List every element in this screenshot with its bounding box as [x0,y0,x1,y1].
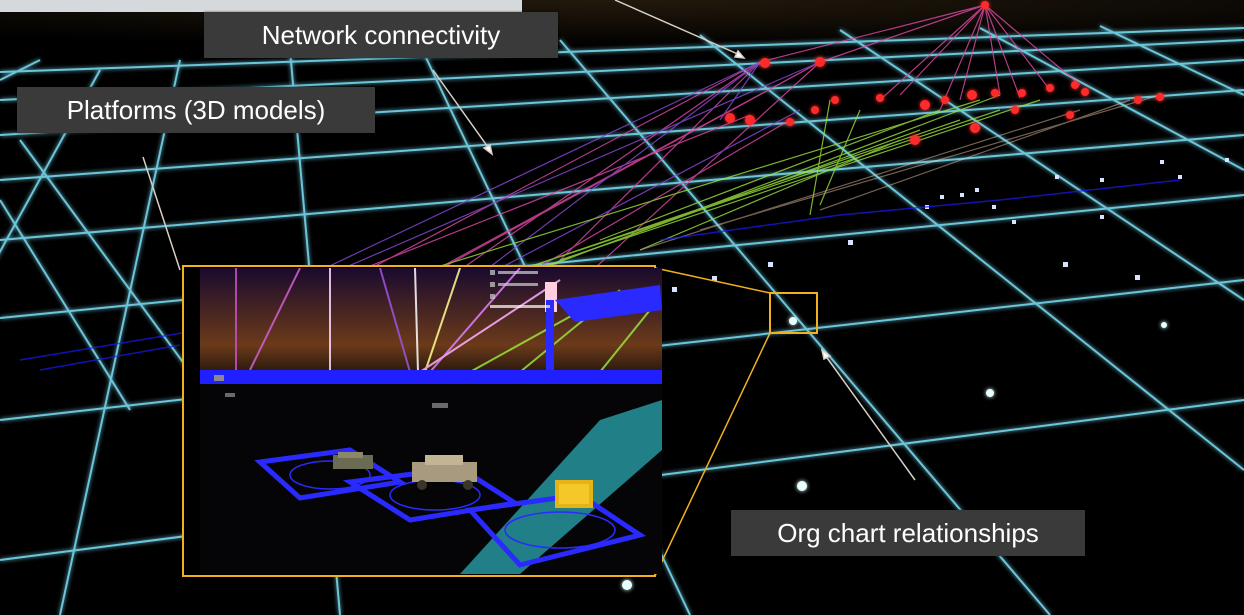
org-lines [19,179,1181,371]
zoomed-inset-view [182,265,662,577]
platforms-label: Platforms (3D models) [17,87,375,133]
network-links [269,4,1161,331]
network-connectivity-label: Network connectivity [204,12,558,58]
vehicle-model [333,452,593,508]
org-chart-relationships-label: Org chart relationships [731,510,1085,556]
grid-intersections [622,317,1167,590]
callout-pointers [142,0,916,481]
window-title-strip [0,0,522,12]
zoom-source-box [769,292,818,334]
network-node-icon [725,1,1164,145]
